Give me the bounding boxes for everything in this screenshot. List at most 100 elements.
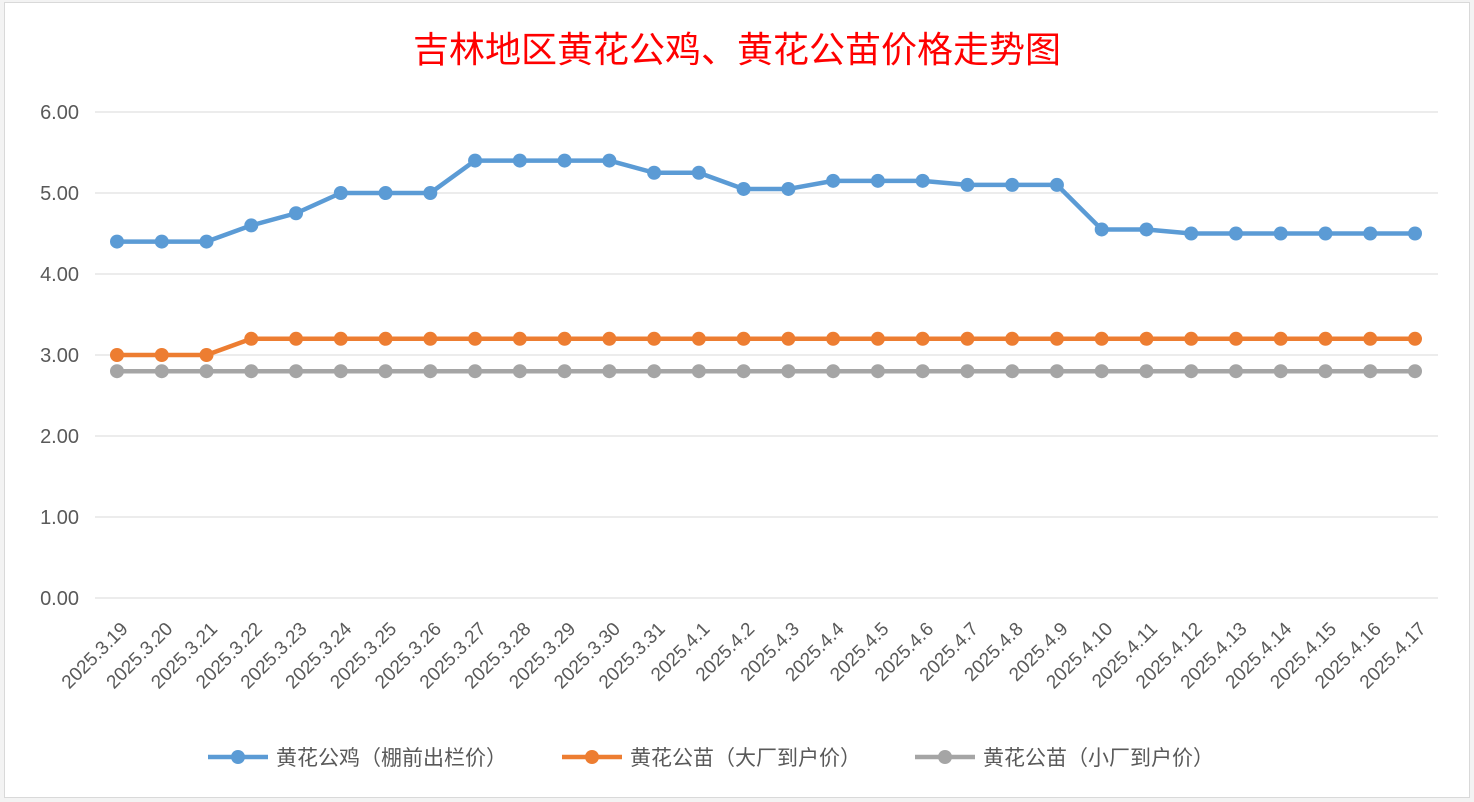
data-point[interactable] [1318, 226, 1333, 241]
data-point[interactable] [199, 234, 214, 249]
data-point[interactable] [557, 364, 572, 379]
data-point[interactable] [826, 364, 841, 379]
data-point[interactable] [333, 364, 348, 379]
data-point[interactable] [736, 331, 751, 346]
data-point[interactable] [781, 181, 796, 196]
data-point[interactable] [154, 348, 169, 362]
data-point[interactable] [289, 206, 304, 221]
data-point[interactable] [423, 364, 438, 379]
legend-item-3[interactable]: 黄花公苗（小厂到户价） [915, 746, 1214, 770]
data-point[interactable] [736, 181, 751, 196]
data-point[interactable] [1184, 331, 1199, 346]
data-point[interactable] [333, 331, 348, 346]
data-point[interactable] [647, 331, 662, 346]
data-point[interactable] [1094, 364, 1109, 379]
data-point[interactable] [110, 348, 124, 362]
chart-area[interactable] [4, 2, 1470, 798]
data-point[interactable] [915, 173, 930, 188]
series-2[interactable] [110, 331, 1422, 362]
data-point[interactable] [154, 234, 169, 249]
data-point[interactable] [378, 186, 393, 200]
data-point[interactable] [1049, 177, 1064, 192]
data-point[interactable] [870, 331, 885, 346]
data-point[interactable] [1228, 364, 1243, 379]
data-point[interactable] [1005, 364, 1020, 379]
series-1[interactable] [110, 153, 1422, 249]
data-point[interactable] [1228, 331, 1243, 346]
data-point[interactable] [736, 364, 751, 379]
legend-item-2[interactable]: 黄花公苗（大厂到户价） [562, 746, 861, 770]
data-point[interactable] [1408, 364, 1422, 379]
data-point[interactable] [289, 331, 304, 346]
data-point[interactable] [1005, 177, 1020, 192]
data-point[interactable] [1318, 331, 1333, 346]
data-point[interactable] [781, 364, 796, 379]
data-point[interactable] [1049, 364, 1064, 379]
data-point[interactable] [1363, 331, 1378, 346]
data-point[interactable] [512, 331, 527, 346]
data-point[interactable] [244, 331, 259, 346]
data-point[interactable] [691, 364, 706, 379]
data-point[interactable] [333, 186, 348, 200]
data-point[interactable] [1408, 226, 1422, 241]
data-point[interactable] [1094, 222, 1109, 237]
data-point[interactable] [1273, 226, 1288, 241]
data-point[interactable] [915, 331, 930, 346]
data-point[interactable] [1184, 226, 1199, 241]
data-point[interactable] [199, 348, 214, 362]
data-point[interactable] [870, 173, 885, 188]
data-point[interactable] [602, 364, 617, 379]
data-point[interactable] [468, 364, 483, 379]
data-point[interactable] [915, 364, 930, 379]
series-line[interactable] [114, 336, 1418, 358]
legend[interactable]: 黄花公鸡（棚前出栏价） 黄花公苗（大厂到户价） 黄花公苗（小厂到户价） [208, 746, 1214, 770]
data-point[interactable] [1228, 226, 1243, 241]
data-point[interactable] [647, 364, 662, 379]
data-point[interactable] [423, 331, 438, 346]
data-point[interactable] [1273, 331, 1288, 346]
data-point[interactable] [960, 331, 975, 346]
data-point[interactable] [691, 331, 706, 346]
data-point[interactable] [154, 364, 169, 379]
series-3[interactable] [110, 364, 1422, 379]
legend-item-1[interactable]: 黄花公鸡（棚前出栏价） [208, 746, 507, 770]
data-point[interactable] [110, 364, 124, 379]
data-point[interactable] [960, 364, 975, 379]
data-point[interactable] [602, 153, 617, 168]
data-point[interactable] [512, 364, 527, 379]
data-point[interactable] [1184, 364, 1199, 379]
data-point[interactable] [289, 364, 304, 379]
data-point[interactable] [1318, 364, 1333, 379]
data-point[interactable] [557, 331, 572, 346]
data-point[interactable] [512, 153, 527, 168]
data-point[interactable] [1408, 331, 1422, 346]
data-point[interactable] [1094, 331, 1109, 346]
data-point[interactable] [647, 165, 662, 180]
series-line[interactable] [114, 158, 1418, 244]
data-point[interactable] [110, 234, 124, 249]
data-point[interactable] [1363, 364, 1378, 379]
data-point[interactable] [244, 218, 259, 233]
data-point[interactable] [244, 364, 259, 379]
data-point[interactable] [557, 153, 572, 168]
data-point[interactable] [781, 331, 796, 346]
data-point[interactable] [826, 331, 841, 346]
data-point[interactable] [960, 177, 975, 192]
data-point[interactable] [826, 173, 841, 188]
data-point[interactable] [1273, 364, 1288, 379]
data-point[interactable] [1049, 331, 1064, 346]
data-point[interactable] [423, 186, 438, 200]
data-point[interactable] [1139, 364, 1154, 379]
data-point[interactable] [870, 364, 885, 379]
data-point[interactable] [468, 331, 483, 346]
data-point[interactable] [378, 364, 393, 379]
data-point[interactable] [378, 331, 393, 346]
data-point[interactable] [1363, 226, 1378, 241]
data-point[interactable] [199, 364, 214, 379]
data-point[interactable] [1005, 331, 1020, 346]
data-point[interactable] [468, 153, 483, 168]
data-point[interactable] [602, 331, 617, 346]
data-point[interactable] [1139, 222, 1154, 237]
data-point[interactable] [691, 165, 706, 180]
data-point[interactable] [1139, 331, 1154, 346]
